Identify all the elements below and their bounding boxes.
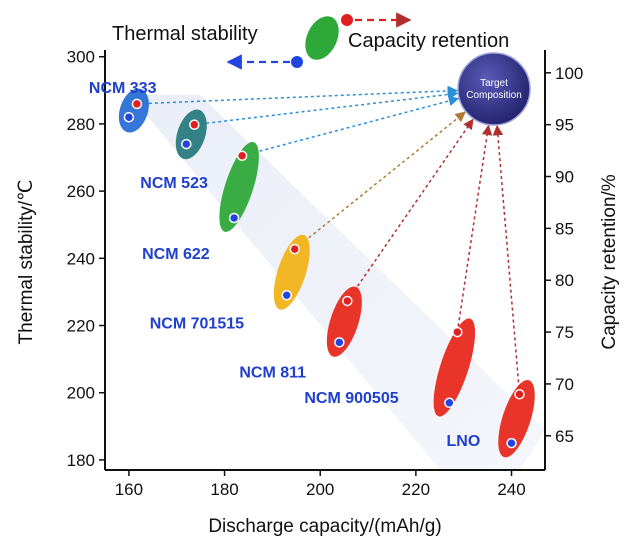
x-tick-label: 240: [497, 480, 525, 499]
y-right-axis-title: Capacity retention/%: [599, 174, 620, 349]
target-arrow: [241, 95, 460, 157]
material-bubble: [498, 380, 535, 458]
x-tick-label: 220: [402, 480, 430, 499]
axes-frame: [104, 50, 546, 471]
thermal-marker: [181, 138, 192, 150]
x-tick-label: 160: [115, 480, 143, 499]
x-tick-label: 200: [306, 480, 334, 499]
capacity-marker: [342, 295, 353, 307]
material-label: NCM 811: [239, 364, 306, 381]
target-arrow: [194, 89, 459, 126]
material-label: NCM 622: [142, 246, 210, 263]
y-left-tick-label: 200: [67, 384, 95, 403]
material-label: NCM 900505: [304, 390, 398, 407]
y-left-tick-label: 240: [67, 249, 95, 268]
y-right-tick-label: 70: [555, 375, 574, 394]
capacity-marker: [131, 98, 143, 110]
legend-green-bubble: [305, 16, 339, 60]
legend-capacity-marker: [341, 14, 353, 26]
thermal-marker: [228, 212, 240, 224]
y-left-tick-label: 300: [67, 48, 95, 67]
y-right-tick-label: 75: [555, 323, 574, 342]
legend-thermal-label: Thermal stability: [112, 23, 258, 45]
capacity-marker: [289, 243, 300, 255]
thermal-marker: [506, 437, 517, 449]
material-label: LNO: [447, 433, 481, 450]
y-right-tick-label: 90: [555, 168, 574, 187]
thermal-marker: [444, 397, 455, 409]
legend: Thermal stability Capacity retention: [112, 12, 509, 70]
target-label-line2: Composition: [466, 90, 522, 101]
y-right-tick-label: 100: [555, 64, 583, 83]
target-marker: [457, 52, 531, 126]
capacity-marker: [189, 119, 200, 130]
target-arrow: [136, 85, 459, 105]
material-bubble: [219, 141, 259, 232]
capacity-marker: [514, 389, 525, 400]
material-label: NCM 701515: [150, 315, 244, 332]
labels-layer: NCM 333 NCM 523 NCM 622 NCM 701515 NCM 811 NC…: [89, 80, 480, 450]
legend-thermal-marker: [291, 56, 303, 68]
y-left-tick-label: 220: [67, 317, 95, 336]
y-right-tick-label: 85: [555, 219, 574, 238]
y-left-tick-label: 180: [67, 451, 95, 470]
target-label-line1: Target: [480, 78, 508, 89]
y-right-tick-label: 80: [555, 271, 574, 290]
y-left-axis-title: Thermal stability/℃: [16, 180, 37, 345]
target-arrow: [456, 124, 493, 333]
x-tick-label: 180: [210, 480, 238, 499]
target-arrow: [492, 124, 521, 395]
thermal-marker: [334, 337, 345, 348]
thermal-marker: [123, 111, 135, 123]
target-arrow: [294, 111, 466, 250]
material-label: NCM 333: [89, 80, 157, 97]
y-left-tick-label: 260: [67, 182, 95, 201]
x-axis-title: Discharge capacity/(mAh/g): [208, 516, 441, 537]
target-arrow: [346, 118, 474, 302]
capacity-marker: [452, 326, 463, 338]
arrows-layer: [136, 85, 521, 395]
material-bubble: [273, 234, 310, 310]
material-label: NCM 523: [140, 175, 208, 192]
capacity-marker: [236, 150, 248, 162]
legend-capacity-label: Capacity retention: [348, 30, 509, 52]
y-right-tick-label: 95: [555, 116, 574, 135]
y-right-tick-label: 65: [555, 427, 574, 446]
ticks-layer: 160 180 200 220 240 180 200 220 240 260 280 300 65 70…: [67, 48, 584, 499]
thermal-marker: [281, 290, 292, 301]
y-left-tick-label: 280: [67, 115, 95, 134]
target-composition: Target Composition: [457, 52, 531, 126]
material-bubble: [433, 318, 476, 417]
bubbles-layer: [118, 88, 535, 458]
